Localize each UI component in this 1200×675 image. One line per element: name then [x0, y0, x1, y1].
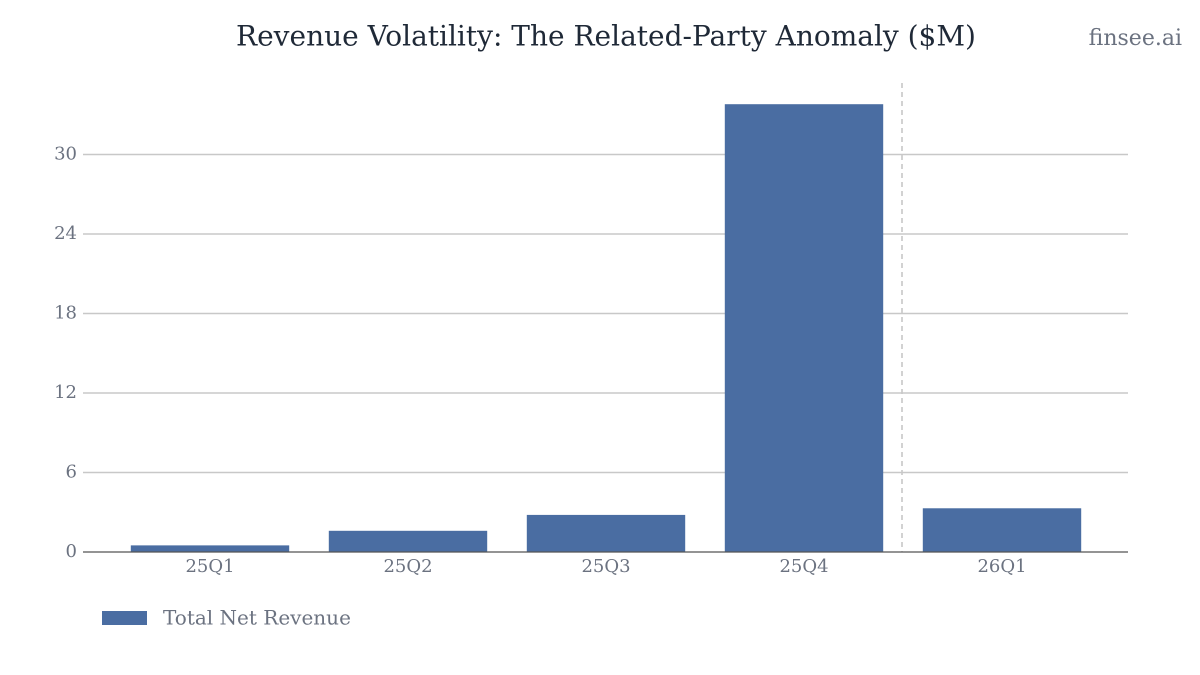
y-tick-label: 30: [54, 144, 77, 165]
y-tick-label: 18: [54, 303, 77, 324]
legend-swatch: [102, 611, 147, 625]
bar: [328, 530, 488, 552]
y-tick-label: 0: [66, 541, 77, 562]
x-tick-label: 25Q2: [383, 556, 432, 577]
bar: [130, 545, 290, 552]
x-tick-label: 25Q4: [779, 556, 828, 577]
legend-label: Total Net Revenue: [163, 606, 351, 630]
bar: [724, 104, 884, 552]
x-tick-label: 25Q1: [185, 556, 234, 577]
y-tick-label: 12: [54, 382, 77, 403]
watermark: finsee.ai: [1089, 26, 1182, 51]
y-tick-label: 6: [66, 462, 77, 483]
chart-title: Revenue Volatility: The Related-Party An…: [236, 20, 976, 53]
x-tick-label: 26Q1: [977, 556, 1026, 577]
y-tick-label: 24: [54, 223, 77, 244]
x-tick-label: 25Q3: [581, 556, 630, 577]
bar: [526, 514, 686, 552]
bar: [922, 508, 1082, 552]
